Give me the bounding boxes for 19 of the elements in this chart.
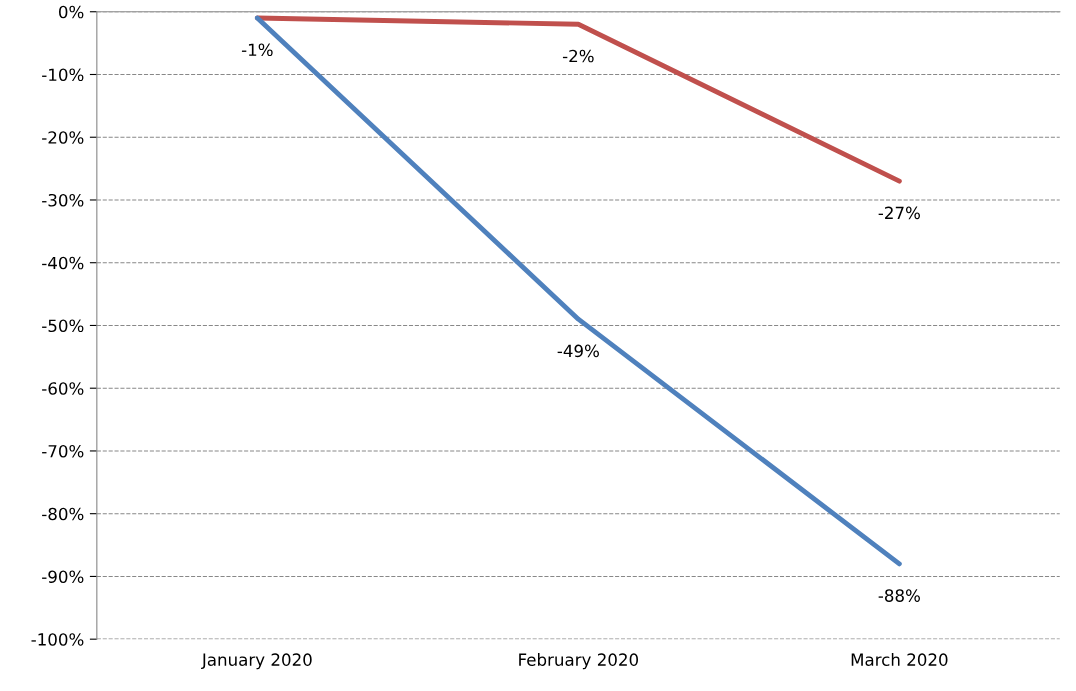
y-tick-label: 0% <box>59 5 84 19</box>
x-tick-label: March 2020 <box>851 653 948 666</box>
y-tick-label: -30% <box>42 193 84 207</box>
y-tick-label: -80% <box>42 507 84 521</box>
y-tick-label: -70% <box>42 444 84 458</box>
data-label: -1% <box>241 43 273 57</box>
x-tick-label: January 2020 <box>201 653 312 670</box>
data-label: -88% <box>878 589 920 602</box>
y-tick-label: -60% <box>42 382 84 395</box>
y-tick-label: -100% <box>31 633 84 646</box>
y-tick-label: -20% <box>42 131 84 144</box>
y-tick-label: -50% <box>42 319 84 333</box>
y-tick-label: -90% <box>42 570 84 583</box>
data-label: -2% <box>562 49 594 63</box>
y-tick-label: -10% <box>42 68 84 82</box>
y-tick-label: -40% <box>42 256 84 270</box>
data-label: -27% <box>878 206 920 220</box>
data-label: -49% <box>557 344 599 358</box>
x-tick-label: February 2020 <box>519 653 639 670</box>
